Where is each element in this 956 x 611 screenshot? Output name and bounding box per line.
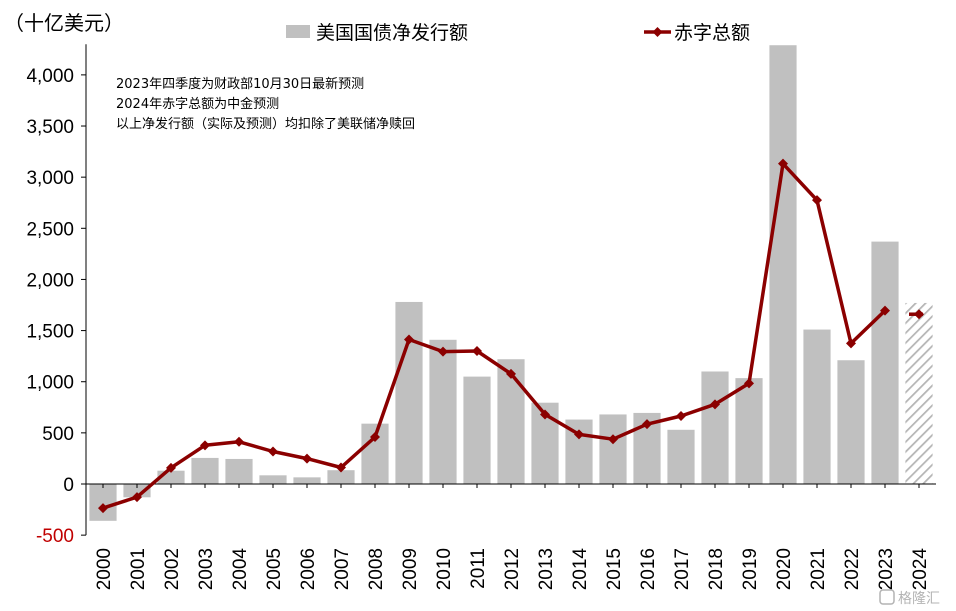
line-point-2018 <box>710 399 720 410</box>
legend-bar-label: 美国国债净发行额 <box>316 22 468 44</box>
line-point-2004 <box>234 436 244 447</box>
bar-2012 <box>497 359 525 484</box>
annotation-line-2: 2024年赤字总额为中金预测 <box>116 96 279 112</box>
bar-2005 <box>259 475 287 484</box>
x-tick-label: 2020 <box>774 548 795 590</box>
x-tick-label: 2017 <box>672 548 693 590</box>
bar-2023 <box>871 241 899 484</box>
y-tick-label: 4,000 <box>26 66 74 87</box>
y-tick-label: 2,500 <box>26 219 74 240</box>
bar-series <box>89 45 933 521</box>
line-point-2000 <box>98 503 108 514</box>
x-tick-label: 2007 <box>332 548 353 590</box>
line-point-2012 <box>506 368 516 379</box>
watermark-text: 格隆汇 <box>898 591 940 607</box>
line-point-2015 <box>608 434 618 445</box>
bar-2001 <box>123 484 151 498</box>
line-point-2019 <box>744 378 754 389</box>
y-tick-label: 1,000 <box>26 373 74 394</box>
x-tick-label: 2011 <box>468 548 489 589</box>
line-point-2017 <box>676 410 686 421</box>
y-tick-label: 3,000 <box>26 168 74 189</box>
line-point-2002 <box>166 462 176 473</box>
line-point-2011 <box>472 346 482 357</box>
line-path-0 <box>102 161 887 510</box>
x-tick-label: 2019 <box>740 548 761 590</box>
line-point-2008 <box>370 432 380 443</box>
bar-2021 <box>803 329 831 484</box>
bar-2003 <box>191 457 219 484</box>
x-tick-label: 2010 <box>434 548 455 590</box>
x-tick-label: 2009 <box>400 548 421 590</box>
line-point-2005 <box>268 446 278 457</box>
legend-line-marker <box>652 27 663 37</box>
legend: 美国国债净发行额 赤字总额 <box>286 22 750 44</box>
x-tick-label: 2024 <box>910 548 931 591</box>
x-tick-label: 2001 <box>128 548 149 590</box>
bar-2007 <box>327 470 355 484</box>
tick-labels: -500 0 500 1,000 1,500 2,000 2,500 3,000 3,500 4,… <box>26 66 931 590</box>
x-tick-label: 2014 <box>570 548 591 591</box>
unit-label: （十亿美元） <box>4 11 124 35</box>
x-tick-label: 2005 <box>264 548 285 590</box>
watermark-logo-icon <box>879 589 895 605</box>
annotation-line-3: 以上净发行额（实际及预测）均扣除了美联储净赎回 <box>116 116 415 132</box>
x-tick-label: 2003 <box>196 548 217 590</box>
line-point-2023 <box>880 305 890 316</box>
y-tick-label: 0 <box>63 475 74 496</box>
watermark: 格隆汇 <box>879 589 940 607</box>
y-tick-label: 500 <box>42 424 74 445</box>
line-point-2007 <box>336 462 346 473</box>
bar-2018 <box>701 371 729 484</box>
bar-2019 <box>735 378 763 484</box>
y-tick-label: 1,500 <box>26 322 74 343</box>
line-point-2014 <box>574 429 584 440</box>
annotation-line-1: 2023年四季度为财政部10月30日最新预测 <box>116 76 364 92</box>
x-tick-label: 2022 <box>842 548 863 590</box>
bar-2000 <box>89 484 117 521</box>
axes <box>81 44 936 536</box>
line-point-2006 <box>302 453 312 464</box>
bar-2015 <box>599 414 627 484</box>
bar-2010 <box>429 339 457 484</box>
x-tick-label: 2015 <box>604 548 625 590</box>
line-series <box>98 158 924 514</box>
x-tick-label: 2013 <box>536 548 557 590</box>
bar-2022 <box>837 360 865 484</box>
legend-line-label: 赤字总额 <box>674 22 750 44</box>
x-tick-label: 2012 <box>502 548 523 590</box>
x-tick-label: 2021 <box>808 548 829 590</box>
legend-bar-swatch <box>286 25 310 38</box>
y-tick-label: 3,500 <box>26 117 74 138</box>
bar-2006 <box>293 477 321 484</box>
line-point-2010 <box>438 346 448 357</box>
x-tick-label: 2002 <box>162 548 183 590</box>
x-tick-label: 2023 <box>876 548 897 590</box>
bar-2020 <box>769 45 797 484</box>
line-point-2021 <box>812 195 822 206</box>
y-tick-label: -500 <box>36 526 74 547</box>
bar-2011 <box>463 376 491 484</box>
x-tick-label: 2006 <box>298 548 319 590</box>
annotation-block: 2023年四季度为财政部10月30日最新预测 2024年赤字总额为中金预测 以上… <box>116 76 415 132</box>
line-point-2001 <box>132 492 142 503</box>
x-tick-label: 2016 <box>638 548 659 590</box>
bar-2017 <box>667 429 695 484</box>
line-point-2024 <box>914 309 924 320</box>
bar-2024 <box>905 302 933 484</box>
line-point-2020 <box>778 158 788 169</box>
x-tick-label: 2008 <box>366 548 387 590</box>
bar-2009 <box>395 301 423 484</box>
x-tick-label: 2018 <box>706 548 727 590</box>
line-point-2003 <box>200 440 210 451</box>
bar-2004 <box>225 458 253 484</box>
x-tick-label: 2000 <box>94 548 115 590</box>
line-point-2022 <box>846 338 856 349</box>
line-point-2013 <box>540 409 550 420</box>
x-tick-label: 2004 <box>230 548 251 591</box>
line-point-2016 <box>642 419 652 430</box>
line-point-2009 <box>404 334 414 345</box>
y-tick-label: 2,000 <box>26 270 74 291</box>
